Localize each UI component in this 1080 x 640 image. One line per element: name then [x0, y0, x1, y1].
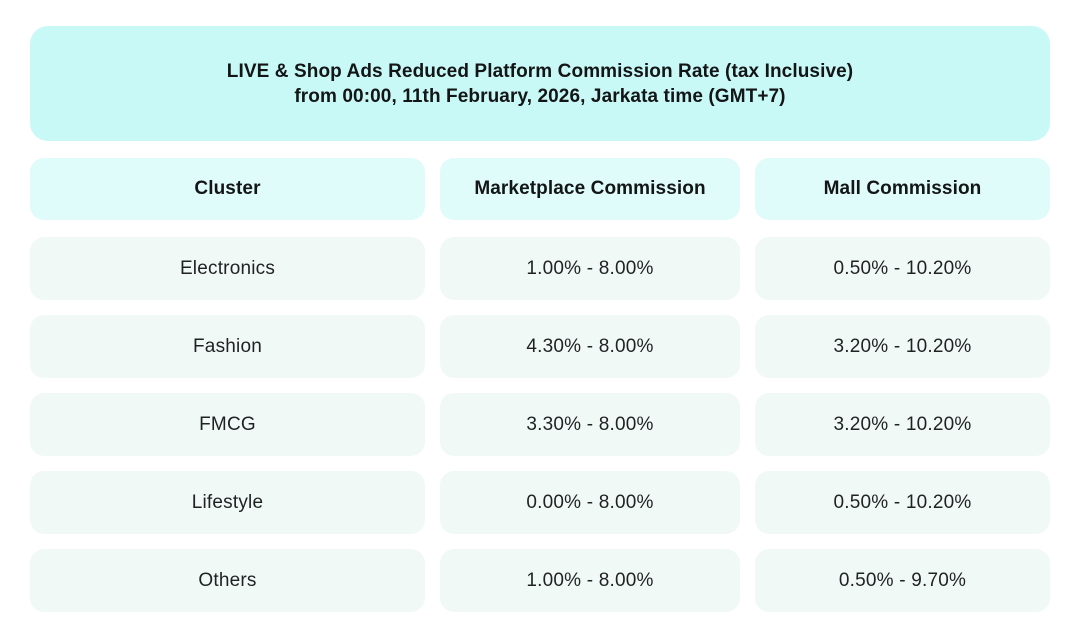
table-row-lifestyle: Lifestyle 0.00% - 8.00% 0.50% - 10.20%	[30, 471, 1050, 534]
table-row-fmcg: FMCG 3.30% - 8.00% 3.20% - 10.20%	[30, 393, 1050, 456]
cluster-cell: Fashion	[30, 315, 425, 378]
marketplace-commission-cell: 4.30% - 8.00%	[440, 315, 740, 378]
marketplace-commission-cell: 1.00% - 8.00%	[440, 237, 740, 300]
table-row-electronics: Electronics 1.00% - 8.00% 0.50% - 10.20%	[30, 237, 1050, 300]
cluster-cell: FMCG	[30, 393, 425, 456]
mall-commission-cell: 3.20% - 10.20%	[755, 315, 1050, 378]
cluster-cell: Others	[30, 549, 425, 612]
table-row-others: Others 1.00% - 8.00% 0.50% - 9.70%	[30, 549, 1050, 612]
table-row-fashion: Fashion 4.30% - 8.00% 3.20% - 10.20%	[30, 315, 1050, 378]
mall-commission-cell: 0.50% - 10.20%	[755, 471, 1050, 534]
title-line-2: from 00:00, 11th February, 2026, Jarkata…	[294, 85, 786, 107]
column-header-mall-commission: Mall Commission	[755, 158, 1050, 220]
mall-commission-cell: 0.50% - 10.20%	[755, 237, 1050, 300]
marketplace-commission-cell: 0.00% - 8.00%	[440, 471, 740, 534]
table-header-row: Cluster Marketplace Commission Mall Comm…	[30, 158, 1050, 220]
title-banner: LIVE & Shop Ads Reduced Platform Commiss…	[30, 26, 1050, 141]
cluster-cell: Electronics	[30, 237, 425, 300]
column-header-cluster: Cluster	[30, 158, 425, 220]
column-header-marketplace-commission: Marketplace Commission	[440, 158, 740, 220]
marketplace-commission-cell: 3.30% - 8.00%	[440, 393, 740, 456]
mall-commission-cell: 0.50% - 9.70%	[755, 549, 1050, 612]
title-line-1: LIVE & Shop Ads Reduced Platform Commiss…	[226, 60, 854, 82]
marketplace-commission-cell: 1.00% - 8.00%	[440, 549, 740, 612]
cluster-cell: Lifestyle	[30, 471, 425, 534]
mall-commission-cell: 3.20% - 10.20%	[755, 393, 1050, 456]
